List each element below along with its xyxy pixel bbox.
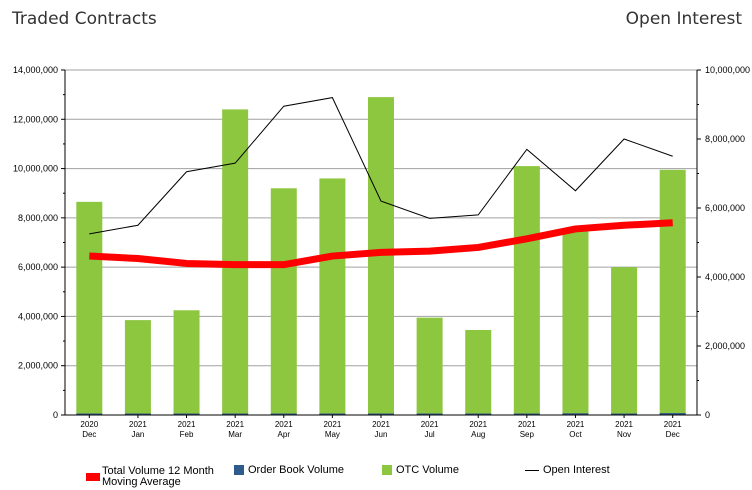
legend-label-otc: OTC Volume [396, 464, 459, 476]
x-tick-label-year: 2021 [178, 420, 196, 429]
left-tick-label: 12,000,000 [13, 114, 58, 124]
left-tick-label: 0 [53, 410, 58, 420]
order-book-volume-bar [465, 413, 492, 415]
legend-item-otc: OTC Volume [382, 464, 459, 476]
left-tick-label: 6,000,000 [18, 262, 58, 272]
legend-label-moving-average-line1: Total Volume 12 Month [102, 465, 214, 477]
x-tick-label-month: Feb [180, 430, 194, 439]
right-tick-label: 4,000,000 [705, 272, 745, 282]
x-tick-label-month: Sep [520, 430, 535, 439]
x-tick-label-year: 2021 [518, 420, 536, 429]
legend-label-moving-average-line2: Moving Average [102, 476, 181, 488]
otc-volume-bar [416, 317, 443, 415]
right-tick-label: 0 [705, 410, 710, 420]
otc-volume-bar [270, 188, 297, 415]
x-tick-label-month: Nov [617, 430, 631, 439]
otc-volume-bar [76, 201, 103, 415]
left-tick-label: 8,000,000 [18, 213, 58, 223]
otc-volume-bar [319, 178, 346, 415]
order-book-volume-bar [222, 413, 249, 415]
otc-volume-bar [513, 166, 540, 415]
x-tick-label-year: 2021 [226, 420, 244, 429]
order-book-volume-bar [173, 413, 200, 415]
chart-legend: Total Volume 12 Month Moving Average Ord… [0, 464, 752, 490]
order-book-volume-bar [611, 413, 638, 415]
x-tick-label-year: 2021 [323, 420, 341, 429]
order-book-volume-bar [76, 413, 103, 415]
x-tick-label-month: Dec [666, 430, 680, 439]
x-tick-label-month: Oct [569, 430, 582, 439]
left-axis-title: Traded Contracts [12, 9, 157, 29]
right-axis-title: Open Interest [625, 9, 742, 29]
order-book-volume-bar [659, 413, 686, 415]
legend-swatch-order-book [234, 465, 244, 475]
x-tick-label-month: Mar [228, 430, 242, 439]
legend-label-order-book: Order Book Volume [248, 464, 344, 476]
order-book-volume-bar [416, 413, 443, 415]
otc-volume-bar [659, 169, 686, 415]
x-tick-label-month: Jul [424, 430, 434, 439]
order-book-volume-bar [513, 413, 540, 415]
left-tick-label: 2,000,000 [18, 361, 58, 371]
legend-item-moving-average: Total Volume 12 Month Moving Average [86, 466, 214, 488]
otc-volume-bar [562, 228, 589, 415]
legend-swatch-otc [382, 465, 392, 475]
x-tick-label-month: Aug [471, 430, 485, 439]
x-tick-label-year: 2020 [80, 420, 98, 429]
legend-item-order-book: Order Book Volume [234, 464, 344, 476]
legend-item-open-interest: Open Interest [525, 464, 610, 476]
right-tick-label: 6,000,000 [705, 203, 745, 213]
otc-volume-bar [124, 320, 151, 415]
x-tick-label-year: 2021 [469, 420, 487, 429]
left-tick-label: 4,000,000 [18, 311, 58, 321]
x-tick-label-month: Jan [131, 430, 144, 439]
order-book-volume-bar [124, 413, 151, 415]
x-tick-label-year: 2021 [567, 420, 585, 429]
x-tick-label-year: 2021 [664, 420, 682, 429]
left-tick-label: 10,000,000 [13, 164, 58, 174]
open-interest-line [89, 97, 673, 235]
x-tick-label-month: May [325, 430, 340, 439]
order-book-volume-bar [319, 413, 346, 415]
x-tick-label-year: 2021 [615, 420, 633, 429]
otc-volume-bar [173, 310, 200, 415]
right-tick-label: 2,000,000 [705, 341, 745, 351]
otc-volume-bar [611, 267, 638, 415]
combo-chart: 0 2,000,000 4,000,000 6,000,000 8,000,000 10,… [13, 65, 750, 439]
x-tick-label-year: 2021 [372, 420, 390, 429]
order-book-volume-bar [270, 413, 297, 415]
legend-label-open-interest: Open Interest [543, 464, 610, 476]
x-tick-label-year: 2021 [129, 420, 147, 429]
order-book-volume-bar [368, 413, 394, 415]
moving-average-line [89, 219, 673, 269]
x-tick-label-month: Apr [278, 430, 291, 439]
x-tick-label-year: 2021 [421, 420, 439, 429]
x-tick-label-year: 2021 [275, 420, 293, 429]
right-tick-label: 8,000,000 [705, 134, 745, 144]
order-book-volume-bar [562, 413, 589, 415]
x-tick-label-month: Jun [375, 430, 388, 439]
legend-swatch-moving-average [86, 473, 100, 481]
legend-swatch-open-interest [525, 469, 539, 471]
x-tick-label-month: Dec [82, 430, 96, 439]
right-tick-label: 10,000,000 [705, 65, 750, 75]
otc-volume-bar [465, 329, 492, 415]
left-tick-label: 14,000,000 [13, 65, 58, 75]
